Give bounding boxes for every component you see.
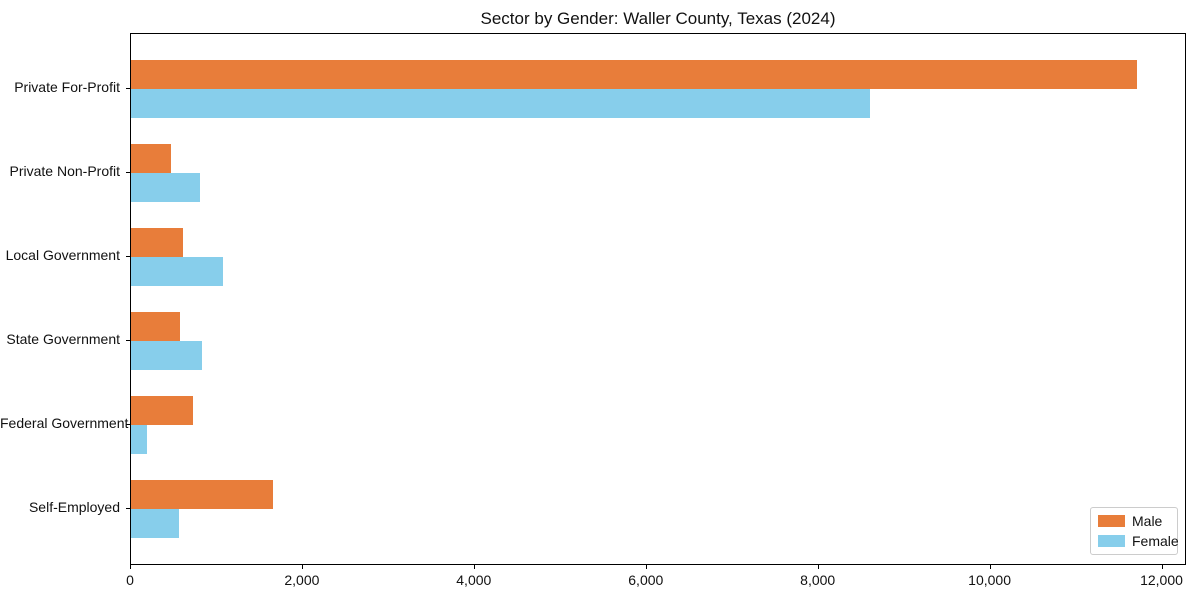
bar-male-state-government: [131, 312, 180, 341]
x-tick-label: 12,000: [1140, 572, 1183, 588]
bar-male-private-for-profit: [131, 60, 1137, 89]
y-category-label: Local Government: [5, 247, 120, 263]
x-tick-mark: [130, 565, 131, 569]
bar-female-self-employed: [131, 509, 180, 538]
legend: Male Female: [1090, 507, 1179, 555]
y-tick-mark: [126, 88, 130, 89]
x-tick-mark: [301, 565, 303, 569]
x-tick-label: 6,000: [628, 572, 664, 588]
bar-male-federal-government: [131, 396, 193, 425]
legend-item-male: Male: [1098, 513, 1170, 529]
legend-swatch-female: [1098, 534, 1125, 547]
x-tick-label: 4,000: [456, 572, 492, 588]
y-category-label: Private For-Profit: [14, 79, 120, 95]
y-tick-mark: [126, 340, 130, 341]
bar-male-private-non-profit: [131, 144, 172, 173]
x-tick-mark: [1161, 565, 1163, 569]
legend-swatch-male: [1098, 515, 1125, 528]
y-category-label: Private Non-Profit: [9, 163, 120, 179]
x-tick-label: 2,000: [284, 572, 320, 588]
y-category-label: State Government: [6, 331, 120, 347]
x-tick-mark: [817, 565, 819, 569]
bar-female-private-non-profit: [131, 173, 200, 202]
chart-title: Sector by Gender: Waller County, Texas (…: [480, 9, 836, 28]
bar-female-private-for-profit: [131, 89, 871, 118]
bar-female-local-government: [131, 257, 223, 286]
legend-item-female: Female: [1098, 533, 1179, 549]
legend-label-male: Male: [1132, 513, 1163, 530]
y-tick-mark: [126, 424, 130, 425]
x-tick-label: 10,000: [968, 572, 1011, 588]
legend-label-female: Female: [1132, 532, 1179, 549]
y-category-label: Federal Government: [0, 415, 129, 431]
x-tick-label: 0: [126, 572, 134, 588]
y-tick-mark: [126, 256, 130, 257]
y-category-label: Self-Employed: [28, 499, 120, 515]
x-tick-mark: [989, 565, 991, 569]
bar-female-federal-government: [131, 425, 147, 454]
y-tick-mark: [126, 508, 130, 509]
x-tick-mark: [645, 565, 647, 569]
y-tick-mark: [126, 172, 130, 173]
plot-area: [130, 33, 1186, 565]
x-tick-mark: [473, 565, 475, 569]
x-tick-label: 8,000: [800, 572, 836, 588]
bar-male-self-employed: [131, 480, 273, 509]
bar-male-local-government: [131, 228, 183, 257]
bar-female-state-government: [131, 341, 203, 370]
